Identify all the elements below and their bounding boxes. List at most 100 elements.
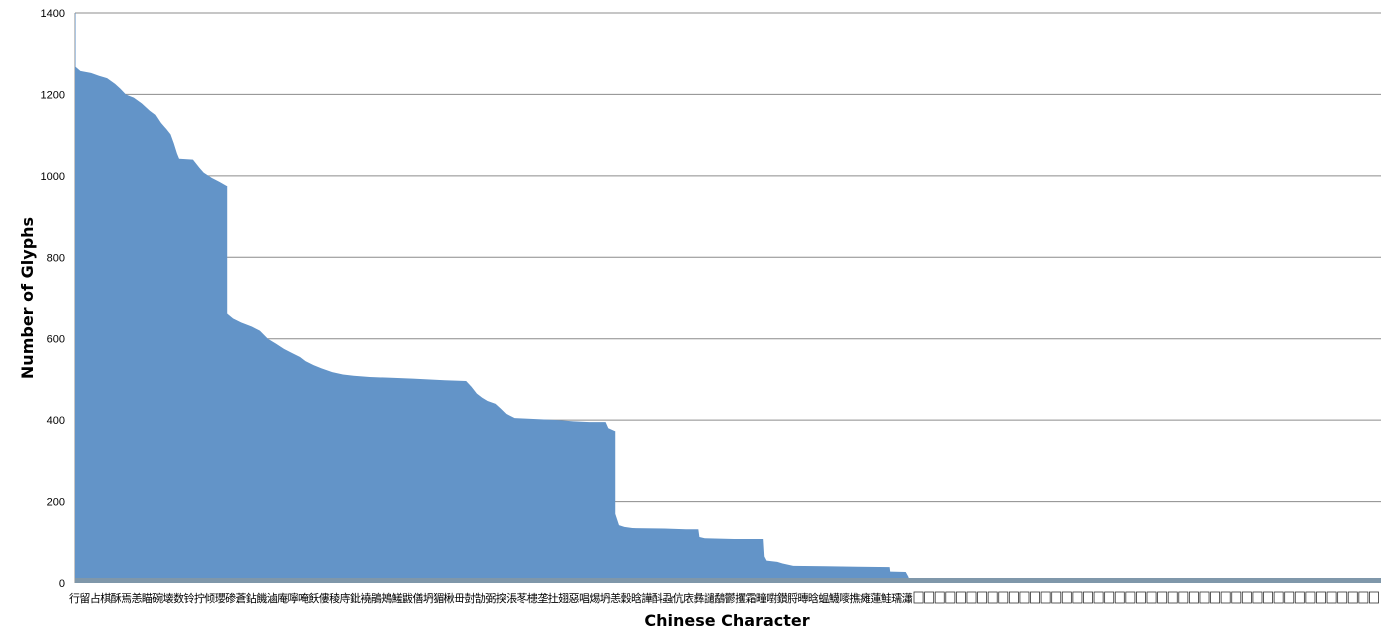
x-category-label: 酥: [111, 592, 122, 605]
x-category-label: 鉆: [246, 591, 257, 605]
y-tick-label: 0: [59, 578, 65, 590]
x-category-label: 疃: [756, 591, 767, 605]
x-category-label: 饑: [256, 591, 267, 605]
x-category-placeholder-glyph: [1263, 591, 1273, 604]
x-category-label: 嚀: [288, 591, 299, 605]
x-category-placeholder-glyph: [1347, 591, 1358, 604]
x-category-label: 嘜: [839, 592, 850, 605]
x-category-label: 壊: [163, 592, 174, 605]
x-category-label: 酙: [652, 591, 663, 605]
x-category-label: 毌: [454, 592, 465, 605]
x-category-label: 晗: [808, 591, 819, 605]
x-category-label: 撨: [850, 591, 861, 605]
x-category-placeholder-glyph: [1061, 591, 1072, 604]
y-axis-title: Number of Glyphs: [18, 217, 37, 379]
x-category-label: 数: [173, 592, 184, 605]
x-category-placeholder-glyph: [1019, 591, 1030, 604]
x-axis-category-labels: 行留占棋酥焉恙瞄碗壊数铃拧倾瓔碜蒼鉆饑滷庵嚀唵飫僂稜庤鈚襓鵑鴂鱃鼥僐坍猸楸毌尌勂…: [69, 591, 1379, 605]
x-category-label: 碜: [225, 591, 236, 605]
x-category-placeholder-glyph: [1093, 591, 1104, 604]
x-category-label: 垄: [537, 591, 548, 605]
x-category-label: 瘫: [860, 591, 871, 605]
x-category-placeholder-glyph: [1220, 591, 1231, 604]
x-category-placeholder-glyph: [1167, 591, 1178, 604]
x-category-placeholder-glyph: [945, 591, 956, 604]
x-category-placeholder-glyph: [1072, 591, 1083, 604]
x-category-label: 僂: [319, 591, 330, 605]
x-category-placeholder-glyph: [1326, 591, 1337, 604]
x-category-label: 鮭: [881, 591, 892, 605]
x-category-label: 蒼: [236, 592, 247, 605]
x-category-placeholder-glyph: [1051, 591, 1062, 604]
x-category-label: 苳: [517, 592, 528, 605]
x-category-placeholder-glyph: [1114, 591, 1125, 604]
x-category-placeholder-glyph: [1210, 591, 1221, 604]
x-category-placeholder-glyph: [1199, 591, 1210, 604]
x-category-placeholder-glyph: [1337, 591, 1348, 604]
x-category-label: 脟: [787, 592, 798, 605]
x-category-label: 坍: [423, 591, 434, 605]
x-category-label: 霜: [745, 592, 756, 605]
x-category-label: 留: [79, 592, 90, 605]
glyph-count-area-series: [75, 13, 910, 583]
x-category-label: 翅: [558, 591, 569, 605]
x-category-placeholder-glyph: [1157, 591, 1168, 604]
x-category-label: 穀: [621, 592, 632, 605]
x-category-label: 伉: [673, 591, 684, 605]
x-category-placeholder-glyph: [1125, 591, 1136, 604]
x-category-placeholder-glyph: [1252, 591, 1263, 604]
x-category-label: 瓔: [215, 592, 226, 605]
x-category-label: 焬: [589, 592, 600, 605]
x-category-placeholder-glyph: [1146, 591, 1157, 604]
x-category-placeholder-glyph: [1231, 591, 1242, 604]
x-category-label: 蝹: [818, 592, 829, 605]
x-category-placeholder-glyph: [1273, 591, 1284, 604]
x-category-label: 唱: [579, 592, 590, 605]
x-category-placeholder-glyph: [1241, 591, 1252, 604]
x-category-label: 彝: [693, 591, 704, 605]
y-tick-label: 1000: [41, 171, 65, 183]
x-category-label: 惡: [569, 592, 580, 605]
x-category-label: 庵: [277, 591, 288, 605]
x-category-placeholder-glyph: [1178, 591, 1189, 604]
x-category-placeholder-glyph: [1305, 591, 1316, 604]
x-category-placeholder-glyph: [1358, 591, 1369, 604]
baseline-band: [75, 578, 1381, 583]
x-category-placeholder-glyph: [924, 591, 935, 604]
x-category-label: 鬱: [725, 592, 736, 605]
x-category-placeholder-glyph: [1284, 591, 1295, 604]
x-category-label: 僐: [412, 591, 423, 605]
x-category-label: 鱃: [392, 591, 403, 605]
x-category-placeholder-glyph: [1188, 591, 1199, 604]
y-tick-label: 400: [47, 415, 65, 427]
x-category-placeholder-glyph: [1316, 591, 1326, 604]
x-category-label: 焉: [121, 592, 132, 605]
y-tick-label: 1200: [41, 89, 65, 101]
x-category-label: 坍: [600, 591, 611, 605]
y-tick-label: 200: [47, 497, 65, 509]
x-category-label: 襓: [360, 592, 371, 605]
x-category-placeholder-glyph: [998, 591, 1009, 604]
x-category-label: 鷸: [714, 591, 725, 605]
x-category-label: 瀟: [902, 592, 913, 605]
x-category-label: 蓮: [870, 591, 881, 605]
y-tick-label: 800: [47, 252, 65, 264]
x-category-label: 鱴: [829, 592, 840, 605]
x-category-label: 鈚: [350, 592, 361, 605]
x-category-placeholder-glyph: [1008, 591, 1019, 604]
x-category-label: 蝨: [662, 592, 673, 605]
x-category-placeholder-glyph: [966, 591, 977, 604]
x-category-placeholder-glyph: [1136, 591, 1146, 604]
x-category-label: 庡: [683, 591, 694, 605]
x-category-label: 铃: [183, 591, 194, 605]
x-category-placeholder-glyph: [1083, 591, 1093, 604]
x-category-label: 瞄: [142, 592, 153, 605]
x-category-label: 飫: [308, 591, 319, 605]
x-category-label: 揬: [496, 592, 507, 605]
x-category-label: 涱: [506, 591, 517, 605]
x-category-label: 楸: [444, 591, 455, 605]
x-category-placeholder-glyph: [1369, 591, 1379, 604]
x-category-label: 晗: [631, 591, 642, 605]
x-category-label: 恙: [610, 592, 621, 605]
x-category-placeholder-glyph: [1104, 591, 1115, 604]
